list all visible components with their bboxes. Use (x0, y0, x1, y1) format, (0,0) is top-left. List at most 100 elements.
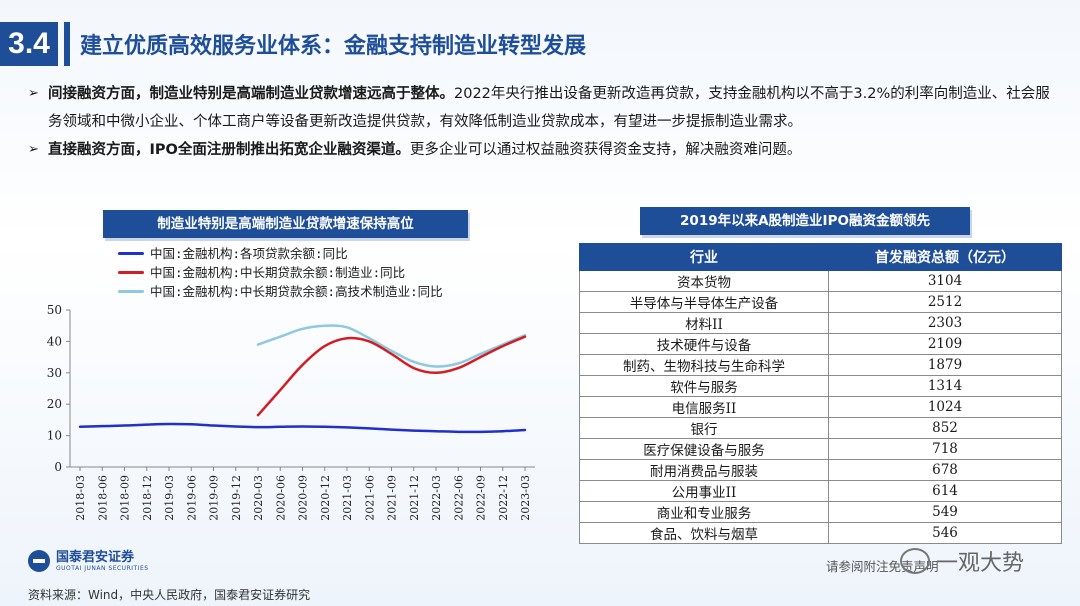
series-line-3 (256, 324, 527, 368)
table-row: 医疗保健设备与服务 718 (579, 438, 1062, 460)
table-row: 电信服务II 1024 (579, 396, 1062, 418)
table-row: 商业和专业服务 549 (579, 501, 1062, 523)
column-header-amount: 首发融资总额（亿元） (828, 243, 1062, 271)
amount-cell: 2303 (828, 312, 1062, 334)
amount-cell: 1024 (828, 396, 1062, 418)
bullet-text: 2022年央行推出设备更新改造再贷款，支持金融机构以不高于3.2%的利率向制造业… (48, 86, 1050, 130)
legend-label: 中国:金融机构:各项贷款余额:同比 (150, 246, 348, 261)
x-tick-label: 2022-03 (430, 475, 443, 521)
x-tick-label: 2019-09 (208, 475, 221, 521)
logo-name: 国泰君安证券 (56, 549, 135, 565)
arrow-bullet-icon: ➢ (28, 142, 39, 157)
x-tick-label: 2021-09 (386, 475, 399, 521)
y-tick-label: 20 (47, 397, 62, 411)
legend-swatch (118, 290, 144, 293)
industry-cell: 商业和专业服务 (579, 501, 829, 523)
arrow-bullet-icon: ➢ (28, 86, 39, 101)
bullet-item: ➢ 间接融资方面，制造业特别是高端制造业贷款增速远高于整体。2022年央行推出设… (28, 80, 1058, 136)
industry-cell: 公用事业II (579, 480, 829, 502)
table-row: 食品、饮料与烟草 546 (579, 522, 1062, 544)
x-tick-label: 2021-03 (341, 475, 354, 521)
y-tick-label: 10 (47, 429, 62, 443)
chart-title: 制造业特别是高端制造业贷款增速保持高位 (103, 210, 468, 238)
logo-icon (28, 550, 50, 572)
x-tick-label: 2018-12 (141, 475, 154, 521)
y-tick-label: 50 (47, 303, 62, 317)
industry-cell: 银行 (579, 417, 829, 439)
chart-legend: 中国:金融机构:各项贷款余额:同比 中国:金融机构:中长期贷款余额:制造业:同比… (118, 244, 443, 301)
section-number: 3.4 (0, 22, 58, 66)
industry-cell: 耐用消费品与服装 (579, 459, 829, 481)
x-tick-label: 2019-06 (185, 475, 198, 521)
ipo-table: 行业 首发融资总额（亿元） 资本货物 3104 半导体与半导体生产设备 2512 材料I… (579, 243, 1062, 544)
amount-cell: 1879 (828, 354, 1062, 376)
x-tick-label: 2021-06 (363, 475, 376, 521)
amount-cell: 549 (828, 501, 1062, 523)
watermark: 一观大势 (900, 545, 1024, 577)
table-row: 资本货物 3104 (579, 270, 1062, 292)
y-tick-label: 0 (54, 460, 62, 474)
bullet-bold-text: 间接融资方面，制造业特别是高端制造业贷款增速远高于整体。 (48, 86, 454, 102)
company-logo: 国泰君安证券 GUOTAI JUNAN SECURITIES (28, 550, 149, 572)
legend-label: 中国:金融机构:中长期贷款余额:高技术制造业:同比 (150, 284, 443, 299)
y-tick-label: 30 (47, 366, 62, 380)
industry-cell: 制药、生物科技与生命科学 (579, 354, 829, 376)
page-title: 建立优质高效服务业体系：金融支持制造业转型发展 (80, 34, 587, 59)
table-row: 耐用消费品与服装 678 (579, 459, 1062, 481)
x-tick-label: 2019-03 (163, 475, 176, 521)
industry-cell: 电信服务II (579, 396, 829, 418)
amount-cell: 852 (828, 417, 1062, 439)
industry-cell: 资本货物 (579, 270, 829, 292)
table-title: 2019年以来A股制造业IPO融资金额领先 (640, 207, 970, 235)
table-row: 制药、生物科技与生命科学 1879 (579, 354, 1062, 376)
x-tick-label: 2020-03 (252, 475, 265, 521)
x-tick-label: 2023-03 (519, 475, 532, 521)
table-row: 技术硬件与设备 2109 (579, 333, 1062, 355)
table-row: 银行 852 (579, 417, 1062, 439)
x-tick-label: 2022-12 (497, 475, 510, 521)
bullet-bold-text: 直接融资方面，IPO全面注册制推出拓宽企业融资渠道。 (48, 142, 410, 158)
legend-item: 中国:金融机构:各项贷款余额:同比 (118, 244, 443, 263)
amount-cell: 3104 (828, 270, 1062, 292)
table-row: 材料II 2303 (579, 312, 1062, 334)
column-header-industry: 行业 (579, 243, 829, 271)
bullet-text: 更多企业可以通过权益融资获得资金支持，解决融资难问题。 (409, 142, 802, 158)
legend-item: 中国:金融机构:中长期贷款余额:高技术制造业:同比 (118, 282, 443, 301)
legend-item: 中国:金融机构:中长期贷款余额:制造业:同比 (118, 263, 443, 282)
legend-swatch (118, 271, 144, 274)
legend-swatch (118, 252, 144, 255)
x-tick-label: 2020-09 (297, 475, 310, 521)
x-tick-label: 2019-12 (230, 475, 243, 521)
amount-cell: 718 (828, 438, 1062, 460)
line-chart: 0 10 20 30 40 50 2018-03 2018-06 2018-09 2018-12 2… (47, 303, 535, 521)
table-row: 半导体与半导体生产设备 2512 (579, 291, 1062, 313)
data-source-note: 资料来源：Wind，中央人民政府，国泰君安证券研究 (28, 588, 311, 602)
amount-cell: 1314 (828, 375, 1062, 397)
amount-cell: 614 (828, 480, 1062, 502)
x-tick-label: 2021-12 (408, 475, 421, 521)
series-line-2 (256, 335, 527, 417)
industry-cell: 材料II (579, 312, 829, 334)
x-tick-label: 2022-06 (452, 475, 465, 521)
wechat-icon (900, 548, 930, 574)
amount-cell: 546 (828, 522, 1062, 544)
bullet-list: ➢ 间接融资方面，制造业特别是高端制造业贷款增速远高于整体。2022年央行推出设… (28, 80, 1058, 164)
bullet-item: ➢ 直接融资方面，IPO全面注册制推出拓宽企业融资渠道。更多企业可以通过权益融资… (28, 136, 1058, 164)
industry-cell: 食品、饮料与烟草 (579, 522, 829, 544)
x-tick-label: 2018-06 (96, 475, 109, 521)
amount-cell: 678 (828, 459, 1062, 481)
amount-cell: 2512 (828, 291, 1062, 313)
x-tick-label: 2020-06 (274, 475, 287, 521)
industry-cell: 半导体与半导体生产设备 (579, 291, 829, 313)
table-row: 软件与服务 1314 (579, 375, 1062, 397)
x-tick-label: 2020-12 (319, 475, 332, 521)
y-tick-label: 40 (47, 334, 62, 348)
industry-cell: 技术硬件与设备 (579, 333, 829, 355)
title-accent-bar (64, 22, 70, 66)
table-row: 公用事业II 614 (579, 480, 1062, 502)
table-header-row: 行业 首发融资总额（亿元） (579, 243, 1062, 271)
x-tick-label: 2018-09 (119, 475, 132, 521)
x-tick-label: 2022-09 (475, 475, 488, 521)
watermark-text: 一观大势 (936, 551, 1025, 576)
legend-label: 中国:金融机构:中长期贷款余额:制造业:同比 (150, 265, 406, 280)
